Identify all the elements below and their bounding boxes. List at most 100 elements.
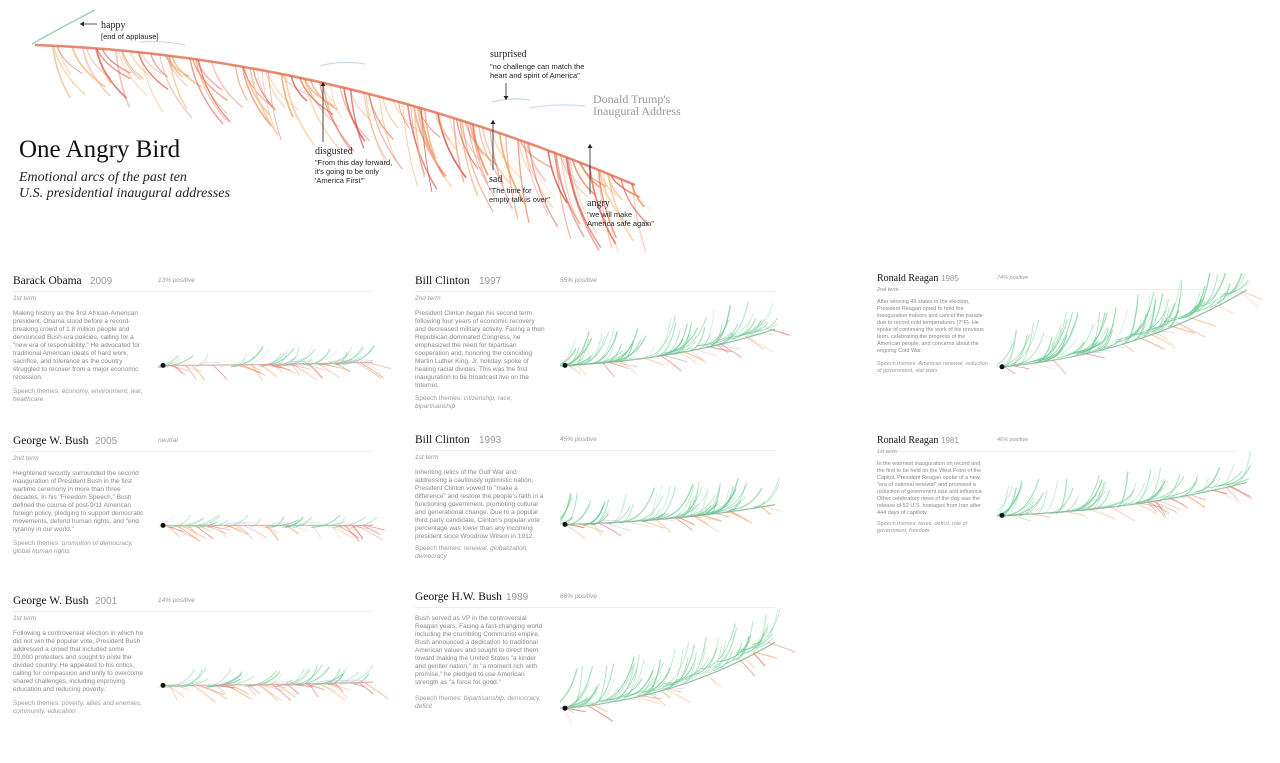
positive-feather — [701, 489, 736, 515]
quote-line: 'America First'" — [315, 176, 365, 185]
happy-arc — [31, 9, 96, 45]
positive-feather — [1133, 314, 1147, 341]
positive-feather — [710, 304, 731, 346]
sentiment-label: 46% positive — [997, 437, 1029, 443]
emotion-feather — [101, 48, 131, 74]
negative-feather — [180, 364, 202, 373]
emotion-feather — [597, 169, 617, 239]
quote-line: empty talk is over" — [489, 195, 551, 204]
positive-feather — [1221, 273, 1242, 298]
negative-feather — [640, 519, 665, 529]
sentiment-label: 66% positive — [560, 593, 597, 600]
positive-feather — [617, 659, 645, 700]
speech-year: 2001 — [95, 596, 118, 607]
positive-feather — [1189, 299, 1206, 317]
arc-start-dot — [160, 522, 166, 528]
positive-feather — [1199, 273, 1226, 307]
emotion-feather — [472, 124, 489, 176]
positive-feather — [311, 514, 341, 528]
surprised-arc — [491, 98, 531, 103]
quote-line: "no challenge can match the — [490, 62, 585, 71]
emotion-feather — [365, 93, 388, 166]
positive-feather — [685, 637, 707, 681]
president-name: George W. Bush — [13, 595, 89, 607]
positive-feather — [315, 666, 348, 686]
emotion-feather — [397, 101, 410, 129]
quote-line: "we will make — [587, 210, 633, 219]
speech-year: 1989 — [506, 592, 529, 603]
sentiment-label: 74% positive — [997, 275, 1029, 281]
negative-feather — [655, 519, 672, 533]
emotion-feather — [241, 66, 272, 127]
positive-feather — [1180, 476, 1199, 498]
emotion-feather — [571, 159, 596, 196]
emotion-feather — [234, 65, 248, 101]
hero-section: happy [end of applause] surprised "no ch… — [0, 0, 720, 260]
positive-feather — [671, 334, 692, 354]
negative-feather — [591, 704, 608, 713]
emotion-feather — [434, 112, 451, 141]
negative-feather — [760, 506, 771, 516]
emotion-feather — [402, 102, 419, 187]
themes-list: bipartisanship, democracy, deficit — [415, 695, 541, 710]
page-subtitle: Emotional arcs of the past ten U.S. pres… — [19, 170, 230, 202]
positive-feather — [1012, 497, 1036, 517]
negative-feather — [224, 684, 253, 700]
positive-feather — [578, 352, 594, 367]
quote-line: "From this day forward, — [315, 158, 393, 167]
neutral-feather — [328, 360, 352, 363]
emotion-feather — [569, 158, 598, 234]
themes-label: Speech themes: — [877, 361, 917, 367]
emotional-arc-chart — [560, 477, 783, 540]
positive-feather — [339, 664, 374, 685]
positive-feather — [645, 315, 676, 358]
negative-feather — [243, 525, 267, 539]
positive-feather — [560, 494, 572, 521]
emotion-feather — [137, 51, 169, 90]
positive-feather — [1056, 341, 1085, 359]
emotion-feather — [367, 93, 391, 139]
president-name: George W. Bush — [13, 435, 89, 447]
positive-feather — [560, 517, 574, 525]
emotion-feather — [285, 74, 299, 121]
negative-feather — [258, 684, 278, 701]
positive-feather — [1190, 479, 1216, 494]
neutral-feather — [598, 520, 621, 523]
themes-label: Speech themes: — [415, 695, 462, 702]
emotion-feather — [413, 106, 426, 178]
emotional-arc-chart — [560, 301, 790, 378]
emotion-feather — [527, 143, 559, 228]
emotion-feather — [555, 153, 572, 240]
negative-feather — [356, 525, 383, 541]
positive-feather — [1004, 320, 1040, 366]
positive-feather — [1194, 274, 1219, 311]
emotion-feather — [195, 59, 227, 121]
surprised-arc — [139, 40, 186, 46]
emotion-feather — [631, 183, 646, 208]
speech-themes: Speech themes: American renewal, reducti… — [877, 361, 989, 375]
negative-feather — [191, 364, 206, 381]
emotion-feather — [467, 122, 496, 198]
negative-feather — [331, 525, 341, 540]
positive-feather — [708, 626, 738, 669]
emotional-arc-chart — [158, 345, 392, 381]
negative-feather — [598, 522, 622, 537]
positive-feather — [1163, 304, 1198, 323]
positive-feather — [666, 666, 693, 686]
positive-feather — [250, 517, 262, 528]
arc-spine — [564, 328, 776, 366]
positive-feather — [712, 482, 748, 513]
emotion-feather — [526, 142, 547, 182]
president-name: Ronald Reagan — [877, 273, 939, 284]
surprised-arc — [529, 104, 586, 109]
emotional-arc-chart — [997, 450, 1253, 522]
positive-feather — [699, 310, 715, 349]
positive-feather — [688, 647, 718, 677]
emotion-feather — [167, 55, 184, 78]
positive-feather — [718, 312, 755, 341]
emotion-feather — [588, 166, 617, 245]
themes-list: citizenship, race, bipartisanship — [415, 395, 513, 410]
annotation-happy-quote: [end of applause] — [101, 32, 159, 41]
negative-feather — [229, 684, 250, 695]
emotion-feather — [424, 109, 437, 160]
